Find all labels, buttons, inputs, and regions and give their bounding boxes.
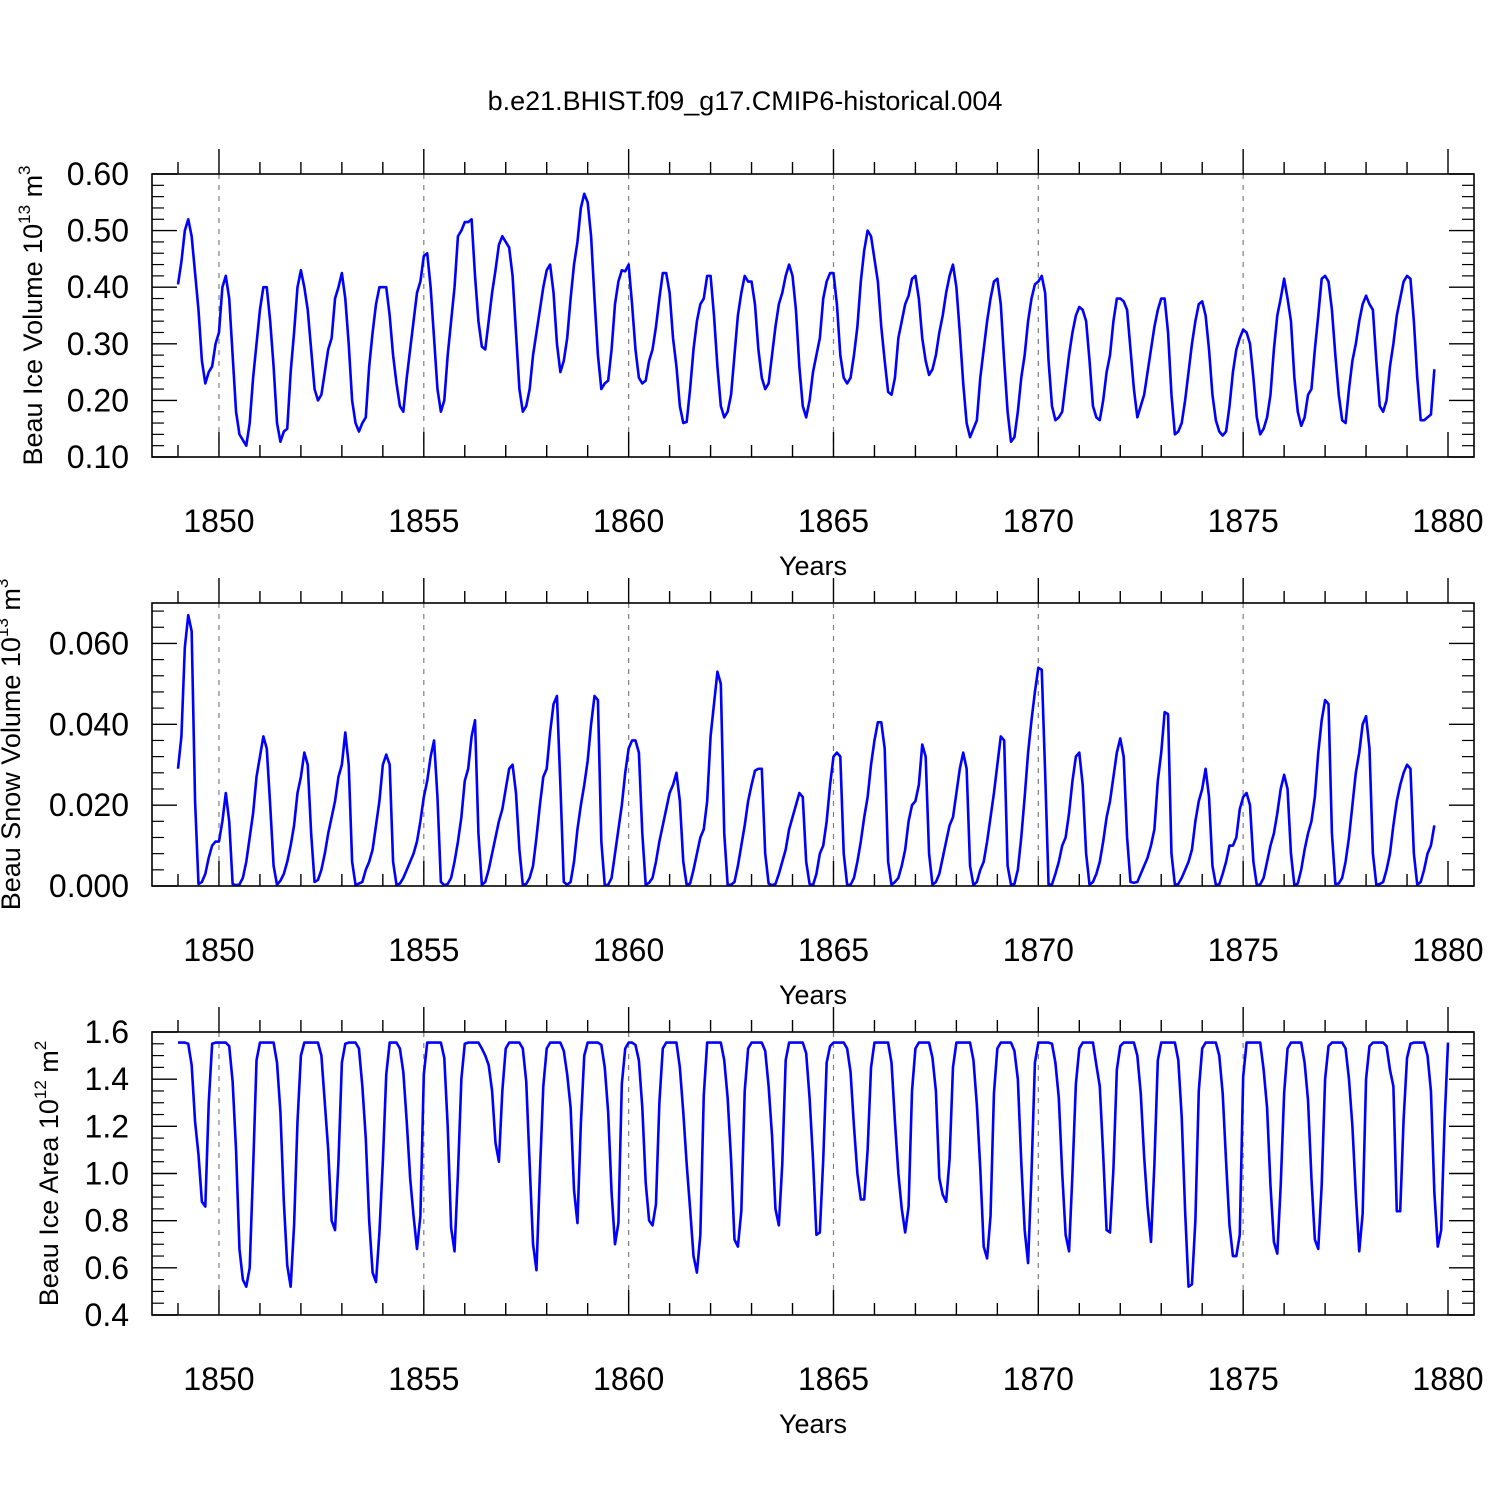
y-tick-label: 0.20 [67, 382, 129, 418]
x-tick-label: 1850 [183, 503, 254, 539]
y-axis-label-main: Beau Ice Volume 10 [18, 224, 48, 466]
x-tick-label: 1865 [798, 1361, 869, 1397]
x-tick-label: 1875 [1208, 1361, 1279, 1397]
x-tick-label: 1880 [1412, 503, 1483, 539]
y-axis-label-main: Beau Ice Area 10 [34, 1099, 64, 1306]
y-tick-label: 1.6 [85, 1014, 129, 1050]
series-line [176, 613, 1436, 887]
series-line [176, 192, 1436, 447]
y-tick-label: 1.2 [85, 1108, 129, 1144]
plot-frame [151, 173, 1475, 458]
y-tick-label: 0.000 [49, 868, 129, 904]
y-tick-label: 0.6 [85, 1250, 129, 1286]
y-tick-label: 0.020 [49, 787, 129, 823]
y-axis-label-main: Beau Snow Volume 10 [0, 637, 26, 910]
x-tick-label: 1875 [1208, 932, 1279, 968]
x-tick-label: 1860 [593, 1361, 664, 1397]
y-tick-label: 0.4 [85, 1297, 129, 1333]
y-axis-label-unit: m [18, 175, 48, 205]
y-tick-label: 0.50 [67, 213, 129, 249]
panel-snow-volume: 1850 1855 1860 1865 1870 1875 1880 0.000 0.020 0.… [0, 578, 1484, 1010]
y-axis-label: Beau Snow Volume 1013 m3 [0, 579, 26, 911]
y-axis-label-exponent: 12 [31, 1080, 50, 1099]
y-tick-label: 0.30 [67, 326, 129, 362]
y-axis-label-unit-exponent: 2 [31, 1041, 50, 1050]
plot-frame [151, 1031, 1475, 1316]
y-tick-label: 0.60 [67, 156, 129, 192]
x-tick-label: 1855 [388, 1361, 459, 1397]
series-line [178, 1041, 1450, 1288]
x-tick-label: 1850 [183, 932, 254, 968]
x-tick-label: 1850 [183, 1361, 254, 1397]
x-tick-label: 1870 [1003, 1361, 1074, 1397]
y-tick-label: 1.4 [85, 1061, 129, 1097]
y-axis-label-unit-exponent: 3 [15, 165, 34, 174]
y-tick-label: 0.040 [49, 706, 129, 742]
y-tick-label: 0.8 [85, 1203, 129, 1239]
x-tick-label: 1870 [1003, 932, 1074, 968]
x-axis-label: Years [779, 1409, 847, 1439]
x-tick-label: 1855 [388, 932, 459, 968]
x-axis-label: Years [779, 980, 847, 1010]
x-tick-label: 1855 [388, 503, 459, 539]
panel-ice-area: 1850 1855 1860 1865 1870 1875 1880 0.4 0.6 0.8 1.0… [31, 1007, 1484, 1439]
x-tick-label: 1880 [1412, 932, 1483, 968]
plot-frame [151, 602, 1475, 887]
y-axis-label-unit: m [34, 1050, 64, 1080]
x-tick-label: 1860 [593, 932, 664, 968]
y-axis-label-unit-exponent: 3 [0, 579, 12, 588]
x-axis-label: Years [779, 551, 847, 581]
figure-title: b.e21.BHIST.f09_g17.CMIP6-historical.004 [488, 86, 1003, 116]
y-axis-label: Beau Ice Area 1012 m2 [31, 1041, 64, 1307]
x-tick-label: 1880 [1412, 1361, 1483, 1397]
x-tick-label: 1865 [798, 503, 869, 539]
y-axis-label-unit: m [0, 588, 26, 618]
y-tick-label: 0.060 [49, 625, 129, 661]
y-axis-label-exponent: 13 [15, 205, 34, 224]
panel-ice-volume: 1850 1855 1860 1865 1870 1875 1880 0.10 0.20 0.30… [15, 149, 1484, 581]
x-tick-label: 1875 [1208, 503, 1279, 539]
y-tick-label: 0.10 [67, 439, 129, 475]
x-tick-label: 1865 [798, 932, 869, 968]
y-axis-label: Beau Ice Volume 1013 m3 [15, 165, 48, 465]
y-tick-label: 1.0 [85, 1156, 129, 1192]
y-tick-label: 0.40 [67, 269, 129, 305]
x-tick-label: 1860 [593, 503, 664, 539]
x-tick-label: 1870 [1003, 503, 1074, 539]
y-axis-label-exponent: 13 [0, 618, 12, 637]
